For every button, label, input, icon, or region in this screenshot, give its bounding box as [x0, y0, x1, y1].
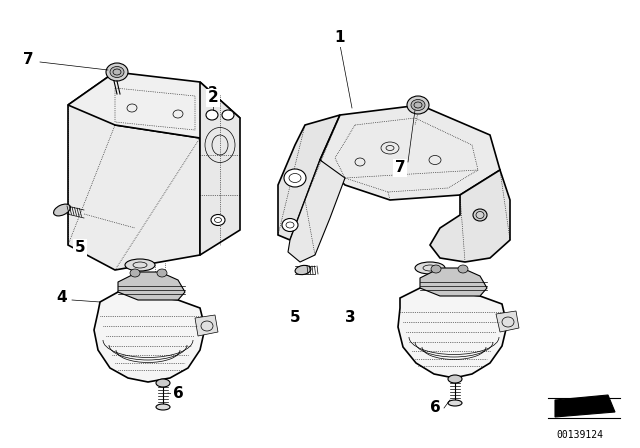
Polygon shape: [118, 272, 185, 300]
Polygon shape: [496, 311, 519, 332]
Polygon shape: [398, 288, 507, 378]
Text: 4: 4: [57, 291, 67, 305]
Polygon shape: [278, 115, 340, 240]
Ellipse shape: [284, 169, 306, 187]
Polygon shape: [94, 292, 205, 382]
Polygon shape: [288, 160, 345, 262]
Text: 6: 6: [430, 401, 440, 415]
Ellipse shape: [411, 99, 425, 111]
Ellipse shape: [282, 219, 298, 232]
Ellipse shape: [448, 400, 462, 406]
Ellipse shape: [130, 269, 140, 277]
Text: 5: 5: [75, 241, 85, 255]
Ellipse shape: [106, 63, 128, 81]
Polygon shape: [195, 315, 218, 336]
Ellipse shape: [407, 96, 429, 114]
Text: 6: 6: [173, 387, 183, 401]
Text: 7: 7: [395, 160, 405, 176]
Polygon shape: [68, 72, 200, 270]
Text: 3: 3: [345, 310, 355, 326]
Text: 7: 7: [23, 53, 33, 67]
Polygon shape: [555, 395, 615, 417]
Ellipse shape: [458, 265, 468, 273]
Text: 6: 6: [429, 401, 440, 415]
Text: 1: 1: [335, 30, 345, 46]
Text: 00139124: 00139124: [557, 430, 604, 440]
Polygon shape: [430, 170, 510, 262]
Text: 2: 2: [208, 85, 218, 99]
Text: 5: 5: [290, 311, 300, 325]
Text: 5: 5: [75, 241, 85, 255]
Text: 7: 7: [395, 161, 405, 175]
Ellipse shape: [222, 110, 234, 120]
Polygon shape: [200, 82, 240, 255]
Text: 7: 7: [22, 52, 33, 68]
Ellipse shape: [473, 209, 487, 221]
Text: 2: 2: [207, 90, 218, 105]
Ellipse shape: [431, 265, 441, 273]
Ellipse shape: [156, 404, 170, 410]
Ellipse shape: [157, 269, 167, 277]
Ellipse shape: [54, 204, 70, 216]
Text: 3: 3: [345, 311, 355, 325]
Text: 6: 6: [173, 387, 184, 401]
Ellipse shape: [448, 375, 462, 383]
Polygon shape: [68, 72, 240, 138]
Ellipse shape: [211, 215, 225, 225]
Text: 5: 5: [290, 310, 300, 326]
Ellipse shape: [415, 262, 445, 274]
Text: 1: 1: [335, 31, 345, 45]
Text: 4: 4: [57, 290, 67, 306]
Ellipse shape: [110, 66, 124, 78]
Polygon shape: [420, 268, 487, 296]
Ellipse shape: [156, 379, 170, 387]
Ellipse shape: [125, 259, 155, 271]
Polygon shape: [320, 105, 500, 200]
Ellipse shape: [206, 110, 218, 120]
Ellipse shape: [295, 265, 311, 275]
